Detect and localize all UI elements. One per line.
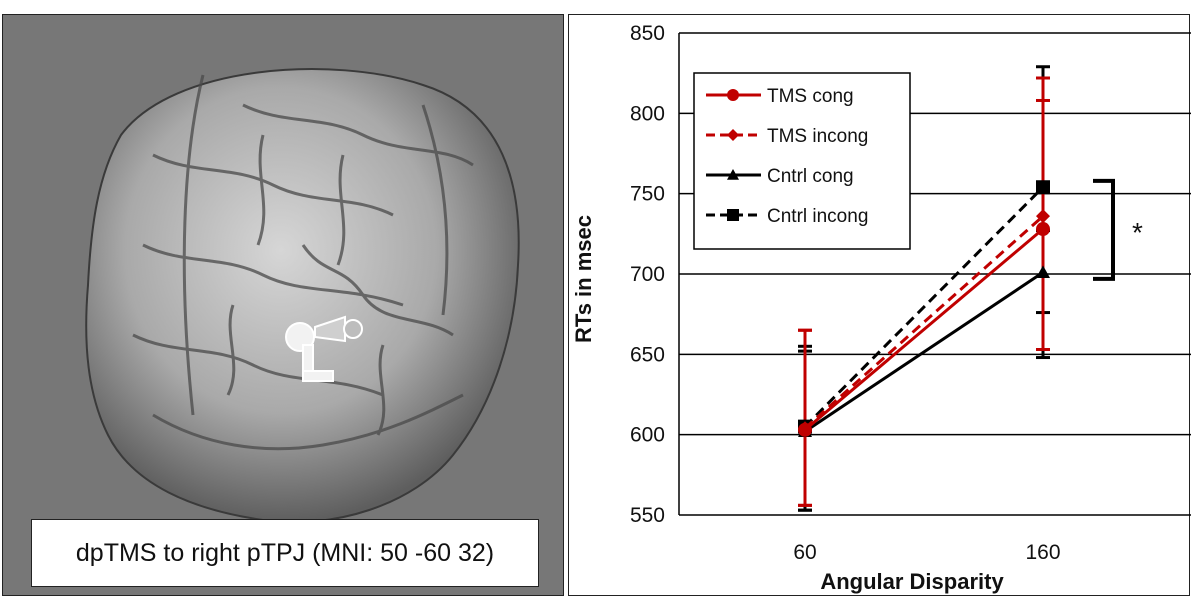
data-point (1036, 209, 1050, 224)
data-point (798, 422, 812, 437)
brain-image-panel: dpTMS to right pTPJ (MNI: 50 -60 32) (2, 14, 564, 596)
x-tick-label: 160 (1025, 541, 1060, 564)
legend-swatch-marker (727, 129, 739, 141)
chart-panel: 550 600 650 700 750 800 850 60 160 TMS cong TMS i… (568, 14, 1191, 596)
legend-label: TMS incong (767, 126, 868, 147)
series-line (804, 227, 1044, 431)
legend-swatch-marker (727, 209, 739, 221)
legend-swatch-marker (727, 169, 739, 180)
x-axis-title: Angular Disparity (820, 569, 1004, 594)
data-point (1036, 222, 1050, 237)
brain-render-image (85, 68, 520, 524)
data-point (1036, 265, 1050, 278)
significance-marker: * (1132, 217, 1143, 248)
tms-coil-icon (285, 315, 363, 382)
y-tick-label: 800 (630, 102, 665, 125)
y-tick-label: 550 (630, 504, 665, 527)
y-tick-label: 700 (630, 263, 665, 286)
legend-swatch-marker (727, 89, 739, 101)
legend-label: TMS cong (767, 86, 854, 107)
y-axis-title: RTs in msec (571, 215, 596, 343)
y-tick-label: 850 (630, 22, 665, 45)
significance-bracket (1093, 178, 1115, 281)
legend-label: Cntrl incong (767, 206, 868, 227)
data-point (1036, 180, 1050, 195)
series-line (804, 271, 1044, 433)
line-chart: 550 600 650 700 750 800 850 60 160 TMS cong TMS i… (571, 22, 1191, 594)
y-tick-label: 750 (630, 183, 665, 206)
x-tick-label: 60 (793, 541, 816, 564)
y-tick-label: 650 (630, 343, 665, 366)
y-tick-label: 600 (630, 424, 665, 447)
series-line (804, 215, 1044, 430)
series-line (803, 186, 1045, 428)
brain-caption: dpTMS to right pTPJ (MNI: 50 -60 32) (31, 519, 539, 587)
legend-label: Cntrl cong (767, 166, 854, 187)
